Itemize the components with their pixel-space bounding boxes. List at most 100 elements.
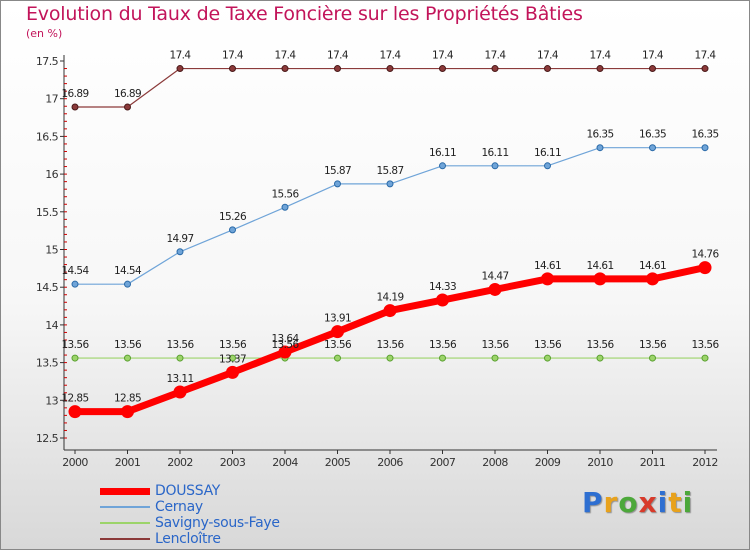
data-point <box>491 354 499 362</box>
data-point <box>386 65 394 73</box>
legend-label: Savigny-sous-Faye <box>155 515 280 531</box>
data-point <box>71 103 79 111</box>
data-label: 17.4 <box>170 50 192 62</box>
data-label: 17.4 <box>485 50 507 62</box>
data-label: 14.19 <box>376 292 403 304</box>
data-point <box>176 65 184 73</box>
series-line <box>75 67 705 108</box>
data-point <box>491 162 499 170</box>
data-label: 13.56 <box>376 339 404 351</box>
data-label: 14.61 <box>534 260 561 272</box>
data-label: 13.56 <box>429 339 457 351</box>
logo-letter: o <box>618 486 639 519</box>
data-point <box>281 65 289 73</box>
data-point <box>436 293 449 307</box>
x-tick-label: 2001 <box>115 456 141 469</box>
data-label: 13.37 <box>219 353 246 365</box>
data-point <box>541 272 554 286</box>
data-label: 17.4 <box>642 50 664 62</box>
data-point <box>71 354 79 362</box>
data-point <box>229 354 236 362</box>
data-point <box>544 162 551 170</box>
data-label: 13.56 <box>114 339 142 351</box>
x-tick-label: 2005 <box>325 456 351 469</box>
logo-letter: t <box>668 486 683 519</box>
data-point <box>439 162 446 170</box>
legend-label: Lencloître <box>155 531 221 547</box>
logo-letter: P <box>582 486 604 519</box>
data-label: 16.11 <box>429 147 456 159</box>
logo-letter: i <box>657 486 669 519</box>
y-tick-label: 15 <box>45 244 58 257</box>
logo-letter: r <box>603 486 619 519</box>
data-point <box>71 280 79 288</box>
y-tick-label: 17.5 <box>36 55 59 68</box>
x-tick-label: 2012 <box>692 456 718 469</box>
y-tick-label: 13.5 <box>36 357 59 370</box>
data-point <box>439 65 446 73</box>
data-point <box>488 282 502 296</box>
data-label: 13.56 <box>639 339 667 351</box>
x-tick-label: 2007 <box>430 456 456 469</box>
legend-item: DOUSSAY <box>100 483 340 500</box>
legend-label: Cernay <box>155 499 203 515</box>
legend-item: Cernay <box>100 499 340 516</box>
x-tick-label: 2003 <box>220 456 246 469</box>
data-label: 15.56 <box>271 188 299 200</box>
data-label: 13.56 <box>481 339 509 351</box>
legend: DOUSSAY Cernay Savigny-sous-Faye Lencloître <box>100 483 340 548</box>
logo-letter: x <box>638 486 658 519</box>
proxiti-logo: Proxiti <box>582 486 693 519</box>
chart-title: Evolution du Taux de Taxe Foncière sur l… <box>26 3 583 25</box>
data-label: 12.85 <box>114 393 141 405</box>
data-point <box>281 203 289 211</box>
y-tick-label: 16.5 <box>36 130 59 143</box>
data-point <box>124 280 131 288</box>
data-point <box>278 345 292 359</box>
data-label: 14.61 <box>639 260 666 272</box>
data-point <box>596 65 604 73</box>
y-tick-label: 16 <box>45 168 58 181</box>
data-label: 13.56 <box>586 339 614 351</box>
data-label: 13.91 <box>324 313 351 325</box>
data-point <box>544 354 551 362</box>
data-label: 13.56 <box>271 339 299 351</box>
data-point <box>649 144 656 152</box>
series-cernay <box>71 144 709 288</box>
data-label: 12.85 <box>61 393 88 405</box>
legend-swatch <box>100 487 150 495</box>
legend-swatch <box>100 506 150 508</box>
data-point <box>176 248 184 256</box>
data-label: 14.54 <box>61 265 89 277</box>
y-tick-label: 14.5 <box>36 281 59 294</box>
data-point <box>701 144 709 152</box>
data-point <box>334 354 341 362</box>
data-point <box>173 385 187 399</box>
x-tick-label: 2002 <box>167 456 193 469</box>
data-label: 16.11 <box>534 147 561 159</box>
data-label: 13.64 <box>271 333 299 345</box>
data-label: 14.33 <box>429 281 456 293</box>
series-savigny-sous-faye <box>71 354 709 362</box>
data-point <box>334 65 341 73</box>
data-label: 17.4 <box>537 50 559 62</box>
data-label: 14.97 <box>166 233 193 245</box>
data-label: 15.87 <box>324 165 351 177</box>
data-point <box>68 405 82 419</box>
logo-letter: i <box>682 486 694 519</box>
x-tick-label: 2009 <box>535 456 561 469</box>
data-label: 16.35 <box>691 129 718 141</box>
data-label: 14.47 <box>481 270 508 282</box>
data-label: 16.35 <box>586 129 613 141</box>
data-label: 17.4 <box>695 50 717 62</box>
data-point <box>544 65 551 73</box>
data-point <box>124 354 131 362</box>
y-tick-label: 17 <box>45 93 58 106</box>
data-point <box>491 65 499 73</box>
series-lenclo-tre <box>71 65 709 111</box>
data-label: 13.56 <box>61 339 89 351</box>
data-label: 17.4 <box>590 50 612 62</box>
y-tick-label: 13 <box>45 394 58 407</box>
data-label: 14.61 <box>586 260 613 272</box>
